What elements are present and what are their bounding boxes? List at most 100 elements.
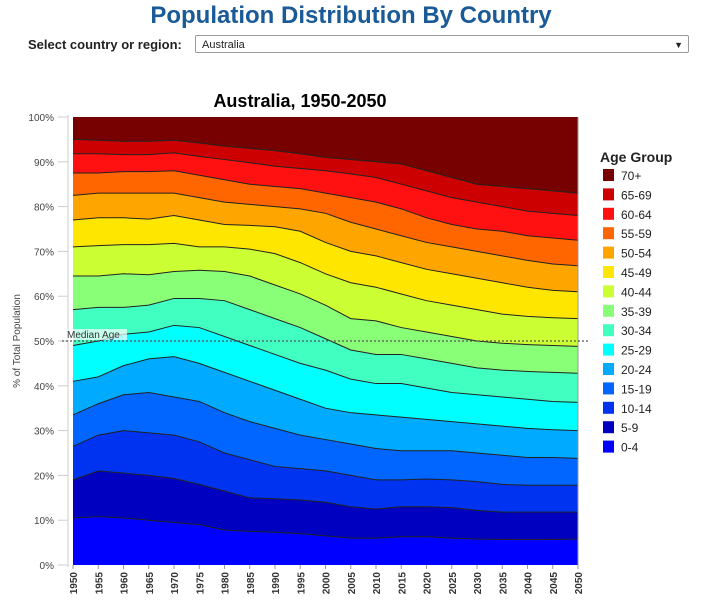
y-tick-label: 10%	[34, 516, 54, 527]
legend-item-60-64[interactable]: 60-64	[603, 207, 652, 222]
legend-swatch	[603, 188, 614, 201]
boundary-30-34	[72, 297, 579, 374]
area-25-29[interactable]	[73, 325, 578, 431]
legend-item-40-44[interactable]: 40-44	[603, 285, 652, 299]
legend-swatch	[603, 227, 614, 240]
y-tick-label: 70%	[34, 247, 54, 258]
median-age-label-bg	[65, 329, 127, 340]
legend-label: 30-34	[621, 324, 652, 338]
boundary-45-49	[72, 215, 579, 293]
area-15-19[interactable]	[73, 392, 578, 486]
legend-item-0-4[interactable]: 0-4	[603, 440, 639, 455]
x-tick-label: 2000	[322, 572, 333, 595]
legend-label: 25-29	[621, 344, 652, 358]
boundary-25-29	[72, 324, 579, 403]
chart-title: Australia, 1950-2050	[213, 91, 386, 111]
x-tick-label: 2005	[347, 572, 358, 595]
area-0-4[interactable]	[73, 516, 578, 565]
area-65-69[interactable]	[73, 139, 578, 216]
boundary-60-64	[73, 152, 579, 217]
legend-item-35-39[interactable]: 35-39	[603, 304, 652, 319]
x-tick-label: 1995	[296, 572, 307, 595]
legend-swatch	[603, 343, 614, 356]
area-35-39[interactable]	[73, 270, 578, 374]
legend-item-10-14[interactable]: 10-14	[603, 401, 652, 416]
x-tick-label: 2015	[397, 572, 408, 595]
y-tick-label: 50%	[34, 337, 54, 348]
legend-item-55-59[interactable]: 55-59	[603, 227, 652, 241]
area-30-34[interactable]	[73, 298, 578, 403]
y-tick-label: 30%	[34, 427, 54, 438]
country-select-value: Australia	[202, 39, 245, 51]
area-70+[interactable]	[73, 117, 578, 194]
legend-label: 45-49	[621, 266, 652, 280]
legend-item-50-54[interactable]: 50-54	[603, 246, 652, 261]
legend-swatch	[603, 246, 614, 259]
area-5-9[interactable]	[73, 470, 578, 540]
x-tick-label: 1955	[94, 572, 105, 595]
legend-label: 65-69	[621, 188, 652, 202]
legend-label: 70+	[621, 169, 641, 183]
y-tick-label: 100%	[28, 113, 54, 124]
legend-swatch	[603, 421, 614, 434]
x-tick-label: 1990	[271, 572, 282, 595]
boundary-20-24	[72, 356, 579, 432]
legend-item-20-24[interactable]: 20-24	[603, 363, 652, 377]
legend-swatch	[603, 169, 614, 181]
boundary-15-19	[72, 392, 579, 459]
legend-label: 50-54	[621, 247, 652, 261]
x-tick-label: 1950	[69, 572, 80, 595]
x-tick-label: 2045	[549, 572, 560, 595]
y-tick-label: 40%	[34, 382, 54, 393]
legend-item-5-9[interactable]: 5-9	[603, 421, 639, 435]
boundary-65-69	[72, 138, 579, 194]
y-tick-label: 60%	[34, 292, 54, 303]
x-tick-label: 2010	[372, 572, 383, 595]
median-age-label: Median Age	[67, 330, 120, 341]
y-axis-label: % of Total Population	[12, 294, 23, 388]
boundary-35-39	[73, 269, 579, 347]
x-tick-label: 1970	[170, 572, 181, 595]
country-select-label: Select country or region:	[28, 37, 182, 52]
legend-label: 60-64	[621, 208, 652, 222]
area-55-59[interactable]	[73, 170, 578, 266]
legend-item-25-29[interactable]: 25-29	[603, 343, 652, 358]
x-tick-label: 1975	[195, 572, 206, 595]
y-tick-label: 90%	[34, 158, 54, 169]
boundary-40-44	[72, 242, 579, 320]
legend-item-45-49[interactable]: 45-49	[603, 266, 652, 280]
legend-item-70+[interactable]: 70+	[603, 169, 641, 183]
area-40-44[interactable]	[73, 243, 578, 347]
legend-swatch	[603, 266, 614, 278]
legend-swatch	[603, 382, 614, 395]
area-20-24[interactable]	[73, 356, 578, 459]
legend-label: 10-14	[621, 402, 652, 416]
legend-item-30-34[interactable]: 30-34	[603, 324, 652, 338]
boundary-55-59	[73, 170, 579, 241]
x-tick-label: 2030	[473, 572, 484, 595]
country-select[interactable]: Australia ▼	[195, 35, 689, 53]
legend-swatch	[603, 324, 614, 337]
area-45-49[interactable]	[73, 215, 578, 319]
x-tick-label: 2020	[423, 572, 434, 595]
x-tick-label: 1965	[145, 572, 156, 595]
legend-item-65-69[interactable]: 65-69	[603, 188, 652, 202]
legend-swatch	[603, 207, 614, 220]
legend-swatch	[603, 440, 614, 453]
legend-label: 40-44	[621, 285, 652, 299]
chevron-down-icon[interactable]: ▼	[674, 40, 683, 50]
legend-label: 55-59	[621, 227, 652, 241]
x-tick-label: 2035	[498, 572, 509, 595]
legend-label: 0-4	[621, 441, 639, 455]
x-tick-label: 1985	[246, 572, 257, 595]
legend-item-15-19[interactable]: 15-19	[603, 382, 652, 396]
legend-swatch	[603, 363, 614, 375]
x-tick-label: 2040	[524, 572, 535, 595]
legend-swatch	[603, 401, 614, 414]
x-tick-label: 1980	[221, 572, 232, 595]
boundary-0-4	[72, 516, 579, 540]
area-60-64[interactable]	[73, 152, 578, 241]
legend-swatch	[603, 304, 614, 317]
